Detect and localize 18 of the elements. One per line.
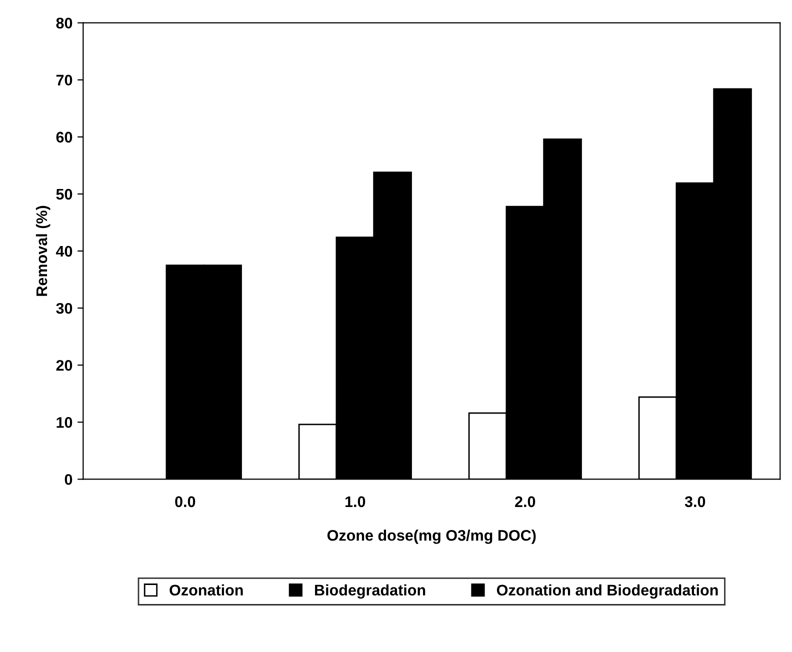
y-tick-label: 20: [56, 360, 72, 371]
y-axis-title: Removal (%): [36, 206, 50, 296]
y-tick-label: 30: [56, 302, 72, 314]
y-tick-label: 70: [56, 74, 72, 86]
y-tick-label: 60: [56, 132, 72, 143]
y-tick-label: 0: [64, 474, 72, 485]
x-tick-label: 2.0: [515, 496, 536, 508]
y-tick-label: 50: [56, 188, 72, 200]
legend-label: Biodegradation: [315, 584, 426, 599]
x-tick-label: 1.0: [345, 496, 366, 508]
legend-label: Ozonation and Biodegradation: [496, 584, 718, 599]
x-axis-title: Ozone dose(mg O3/mg DOC): [327, 530, 536, 544]
legend-label: Ozonation: [170, 584, 243, 596]
y-tick-label: 80: [56, 18, 72, 29]
x-tick-label: 0.0: [175, 496, 196, 508]
y-tick-label: 40: [56, 246, 72, 257]
x-tick-label: 3.0: [684, 496, 706, 508]
y-tick-label: 10: [56, 417, 72, 428]
